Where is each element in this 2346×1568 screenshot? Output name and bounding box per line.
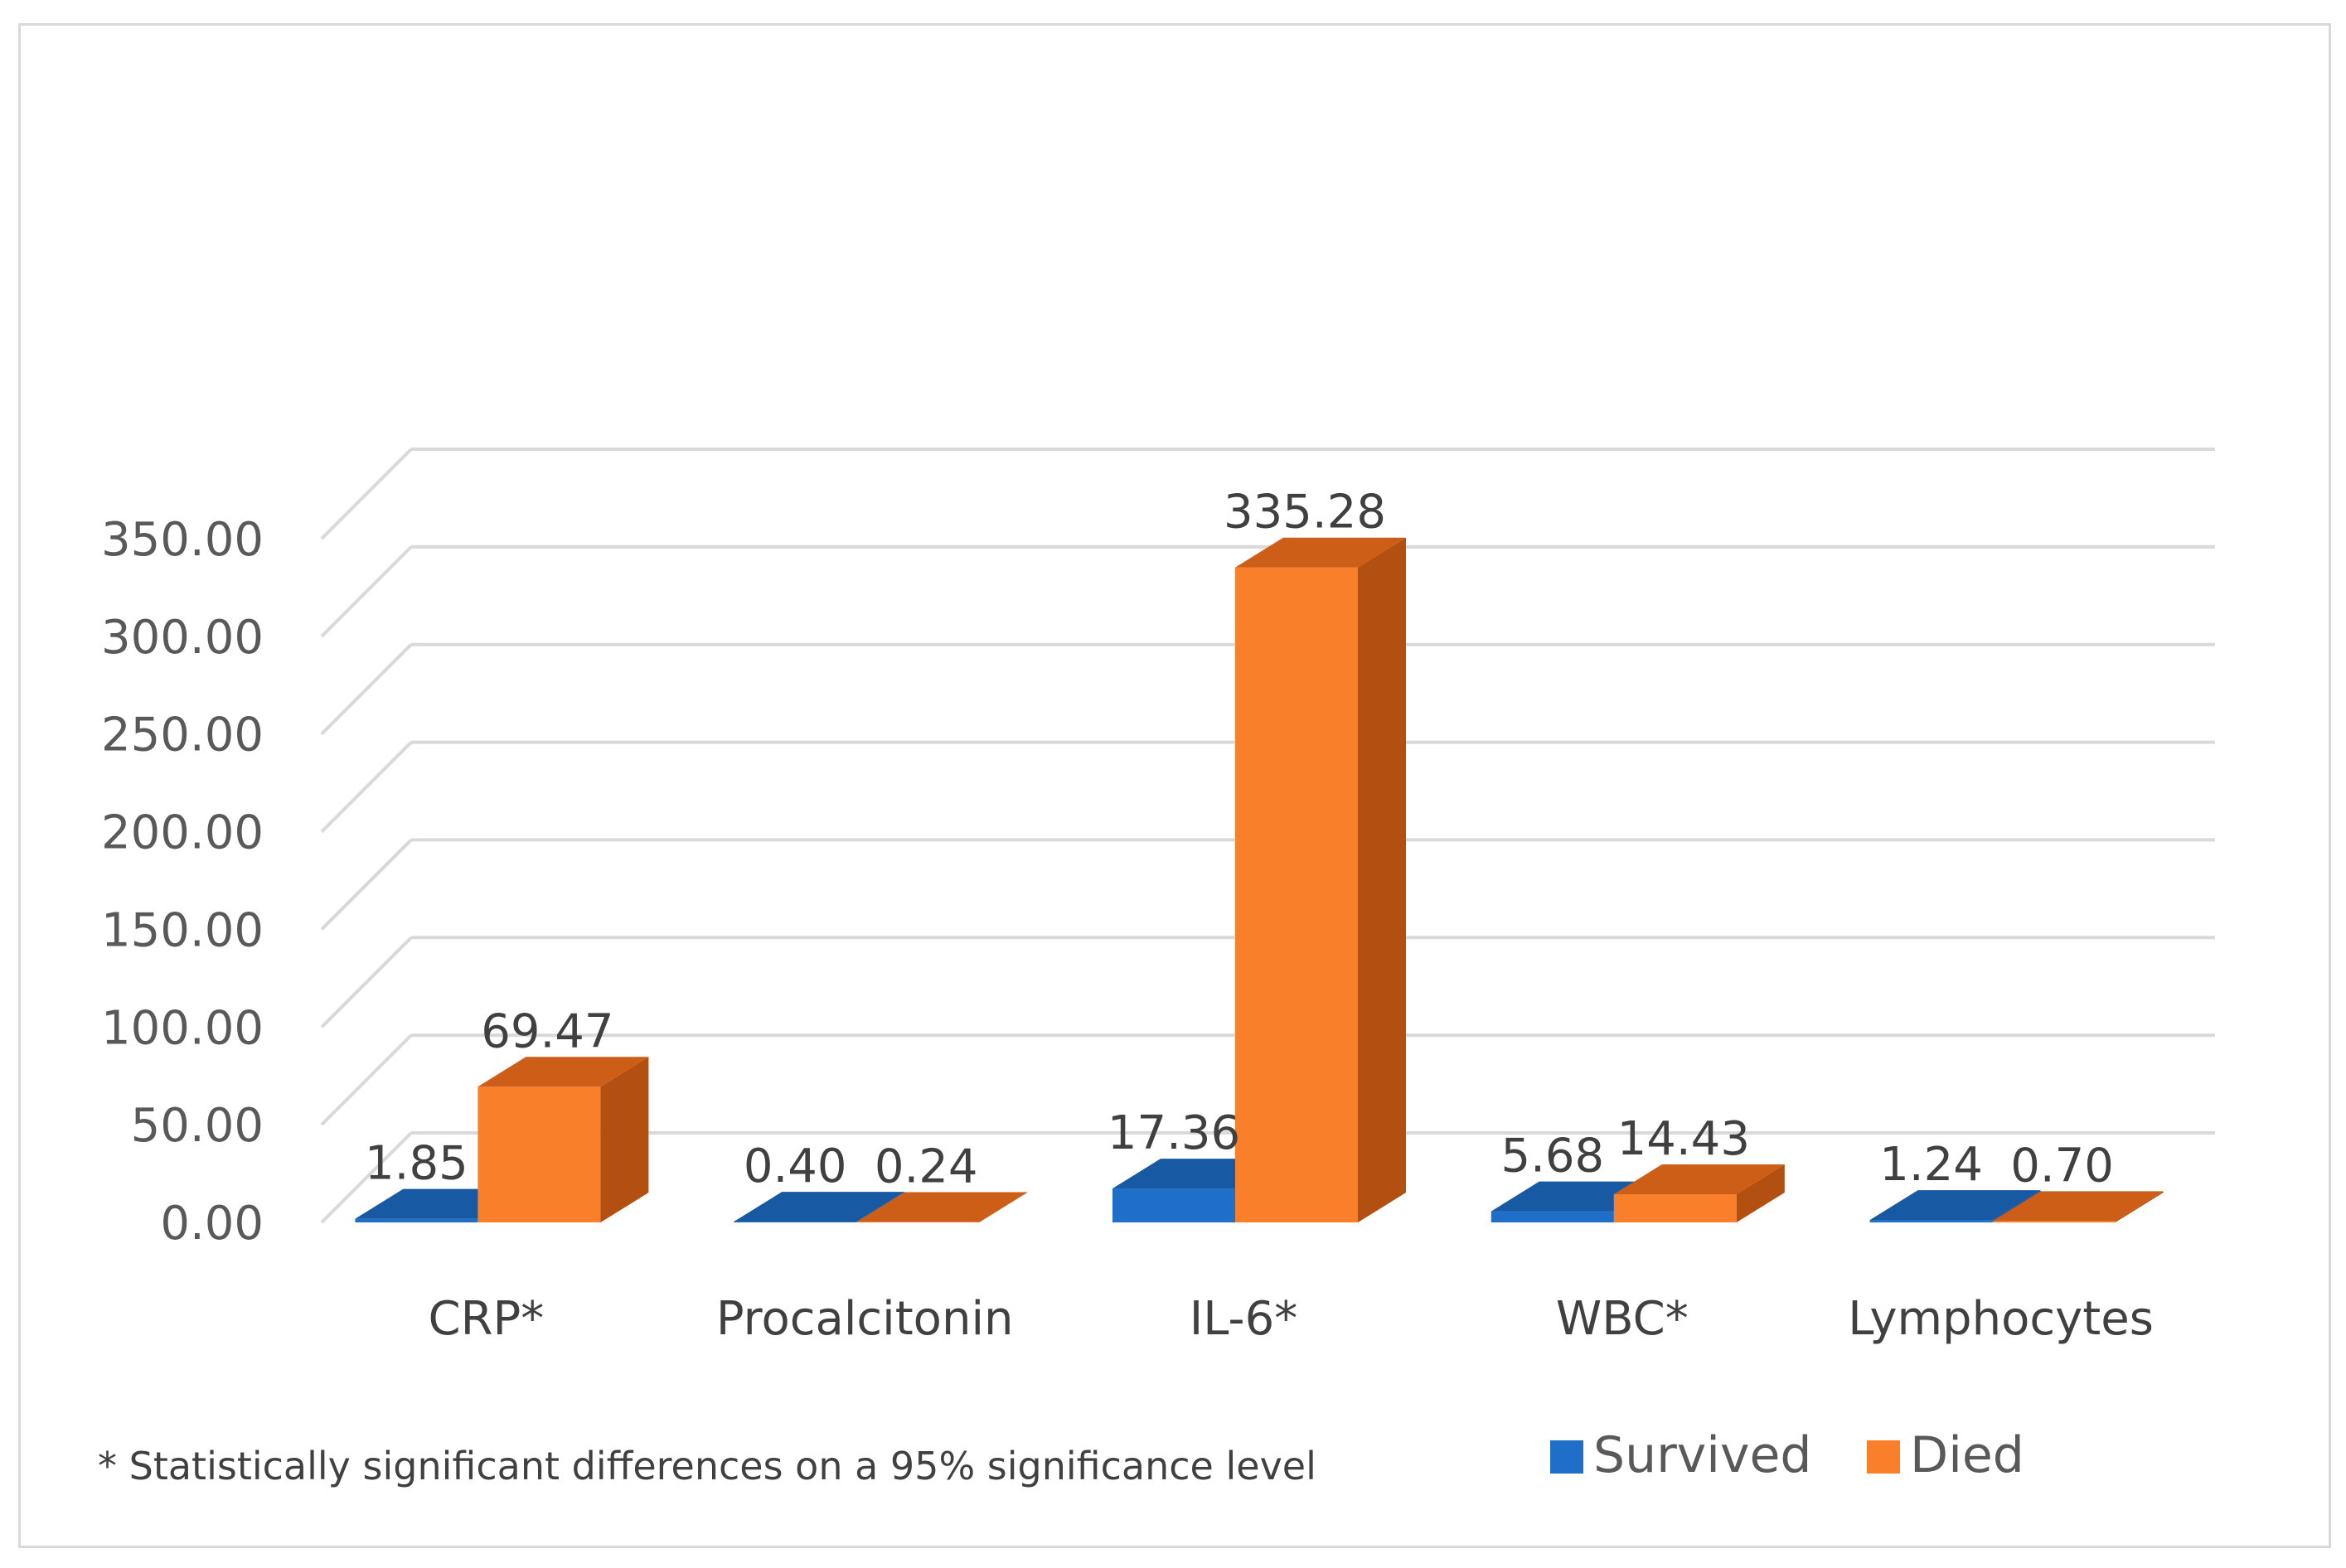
gridline-depth <box>320 643 413 736</box>
y-tick-label: 150.00 <box>101 903 264 957</box>
data-label: 0.70 <box>2010 1139 2114 1193</box>
bar-top-face <box>1869 1190 2041 1221</box>
legend: Survived Died <box>1550 1426 2024 1484</box>
x-tick-label: CRP* <box>429 1292 545 1346</box>
bar-side-face <box>600 1057 649 1222</box>
bar-died-wbc <box>1613 1164 1785 1222</box>
bar-side-face <box>1358 537 1406 1222</box>
y-tick-label: 200.00 <box>101 806 264 860</box>
chart-frame <box>18 23 2331 1548</box>
footnote: * Statistically significant differences … <box>98 1444 1316 1488</box>
legend-label: Died <box>1910 1426 2024 1484</box>
bar-died-il6 <box>1235 537 1406 1222</box>
gridline-depth <box>320 839 413 931</box>
bar-front-face <box>1112 1188 1235 1222</box>
bar-front-face <box>1490 1211 1614 1222</box>
gridline-depth <box>320 448 413 540</box>
bar-top-face <box>477 1057 649 1087</box>
bar-front-face <box>1235 567 1358 1222</box>
bar-side-face <box>1736 1164 1785 1222</box>
bar-front-face <box>477 1086 601 1222</box>
data-label: 1.85 <box>365 1137 468 1191</box>
bar-side-face <box>2115 1191 2164 1222</box>
gridline-depth <box>320 936 413 1028</box>
bar-top-face <box>1235 537 1406 568</box>
bar-died-lymphocytes <box>1992 1191 2164 1222</box>
data-label: 0.40 <box>744 1140 847 1193</box>
legend-entry-survived: Survived <box>1550 1426 1811 1484</box>
bar-front-face <box>1869 1220 1993 1222</box>
data-label: 69.47 <box>481 1004 613 1058</box>
data-label: 1.24 <box>1879 1138 1983 1192</box>
legend-label: Survived <box>1593 1426 1811 1484</box>
x-tick-label: WBC* <box>1556 1292 1689 1346</box>
bar-side-face <box>979 1192 1028 1222</box>
legend-swatch <box>1550 1440 1583 1474</box>
gridline-depth <box>320 1033 413 1126</box>
data-label: 5.68 <box>1500 1130 1604 1183</box>
data-label: 335.28 <box>1224 486 1386 540</box>
y-tick-label: 300.00 <box>101 611 264 665</box>
legend-swatch <box>1867 1440 1900 1474</box>
bar-front-face <box>1992 1221 2116 1222</box>
legend-entry-died: Died <box>1867 1426 2024 1484</box>
bar-front-face <box>355 1218 478 1222</box>
gridline-depth <box>320 741 413 833</box>
y-tick-label: 50.00 <box>131 1099 264 1153</box>
bar-front-face <box>1613 1193 1737 1222</box>
y-tick-label: 100.00 <box>101 1001 264 1055</box>
y-tick-label: 250.00 <box>101 709 264 762</box>
bars <box>355 537 2164 1222</box>
x-axis-tick-labels: CRP* Procalcitonin IL-6* WBC* Lymphocytes <box>429 1292 2154 1346</box>
bar-top-face <box>1613 1164 1785 1194</box>
data-labels: 1.85 69.47 0.40 0.24 17.36 335.28 5.68 14.43 1.2… <box>365 486 2114 1194</box>
y-axis-tick-labels: 0.00 50.00 100.00 150.00 200.00 250.00 300.00 3… <box>101 513 264 1251</box>
x-tick-label: IL-6* <box>1190 1292 1298 1346</box>
gridline-depth <box>320 1131 413 1224</box>
bar-died-procalcitonin <box>856 1192 1028 1222</box>
x-tick-label: Procalcitonin <box>716 1292 1014 1346</box>
bar-died-crp <box>477 1057 649 1222</box>
gridline-depth <box>320 545 413 638</box>
bar-top-face <box>856 1192 1028 1222</box>
y-tick-label: 0.00 <box>160 1197 264 1251</box>
bar-top-face <box>734 1192 905 1222</box>
data-label: 0.24 <box>875 1140 978 1193</box>
data-label: 17.36 <box>1108 1106 1240 1160</box>
data-label: 14.43 <box>1617 1112 1750 1166</box>
bar-top-face <box>1992 1191 2164 1222</box>
x-tick-label: Lymphocytes <box>1848 1292 2154 1346</box>
y-tick-label: 350.00 <box>101 513 264 567</box>
